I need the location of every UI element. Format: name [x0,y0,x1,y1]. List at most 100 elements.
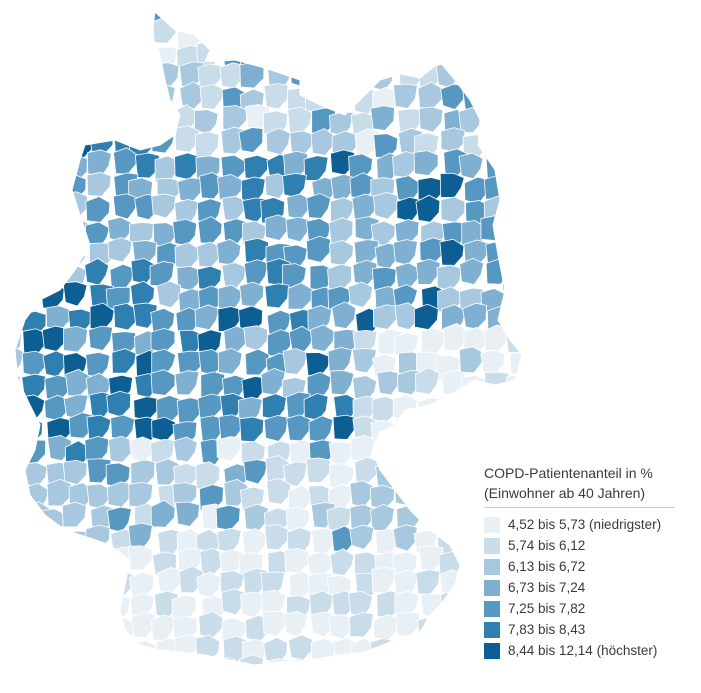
district-region [21,62,47,90]
district-region [303,658,329,665]
district-region [374,42,400,70]
district-region [327,12,353,23]
district-region [239,416,265,443]
district-region [174,370,200,396]
district-region [239,61,265,89]
district-region [265,127,291,156]
district-region [480,412,506,440]
district-region [84,12,110,29]
district-region [397,659,423,665]
legend-label: 7,83 bis 8,43 [508,622,586,637]
district-region [112,64,138,91]
district-region [369,19,395,45]
district-region [349,524,375,550]
district-region [62,241,88,269]
district-region [392,239,418,266]
district-region [173,634,199,661]
district-region [39,283,65,310]
legend-swatch [484,600,500,617]
district-region [66,587,92,616]
district-region [531,682,555,693]
district-region [486,83,512,111]
district-region [441,616,466,644]
district-region [90,16,116,43]
district-region [85,196,111,223]
district-region [46,125,72,154]
district-region [438,435,464,463]
district-region [18,218,43,244]
district-region [197,265,222,291]
district-region [215,504,241,531]
legend-label: 8,44 bis 12,14 (höchster) [508,643,658,658]
district-region [501,301,522,329]
district-region [420,12,446,25]
district-region [329,370,355,396]
district-region [63,325,88,353]
district-region [92,677,116,693]
district-region [287,282,313,310]
district-region [459,441,485,469]
district-region [462,302,487,330]
district-region [465,12,491,26]
district-region [306,681,330,693]
district-region [282,348,308,375]
district-region [524,153,548,178]
district-region [112,193,138,220]
district-region [333,42,359,68]
district-region [21,655,47,665]
district-region [15,548,23,577]
district-region [414,640,440,665]
district-region [173,436,198,463]
district-region [63,87,89,115]
district-region [197,63,223,89]
district-region [330,661,356,665]
legend-title: COPD-Patientenanteil in % [484,465,653,481]
district-region [481,683,505,693]
district-region [128,17,154,45]
district-region [65,368,90,397]
district-region [348,281,374,308]
district-region [15,174,23,201]
district-region [399,17,424,44]
district-region [240,591,265,619]
district-region [415,416,441,443]
district-region [127,522,153,550]
district-region [417,683,441,693]
district-region [238,654,264,665]
district-region [23,242,48,269]
district-region [89,610,115,637]
district-region [506,241,522,268]
district-region [108,570,134,597]
district-region [129,436,154,463]
district-region [131,640,157,665]
district-region [458,19,484,47]
district-region [303,393,329,421]
district-region [21,130,46,157]
legend-item-7: 8,44 bis 12,14 (höchster) [484,640,694,661]
district-region [416,464,442,490]
district-region [441,304,466,332]
district-region [525,175,549,200]
district-region [151,193,177,219]
district-region [15,458,26,486]
district-region [421,481,447,509]
district-region [442,637,467,664]
district-region [369,503,395,532]
district-region [394,332,420,358]
district-region [462,87,488,113]
district-region [197,393,223,420]
district-region [289,130,315,156]
district-region [217,284,243,312]
district-region [176,397,202,424]
district-region [415,367,440,395]
district-region [216,527,242,554]
district-region [216,684,240,693]
district-region [369,64,395,92]
district-region [83,590,109,618]
district-region [414,19,440,46]
district-region [394,262,420,289]
district-region [502,128,522,154]
district-region [348,39,373,66]
legend-label: 6,13 bis 6,72 [508,559,586,574]
